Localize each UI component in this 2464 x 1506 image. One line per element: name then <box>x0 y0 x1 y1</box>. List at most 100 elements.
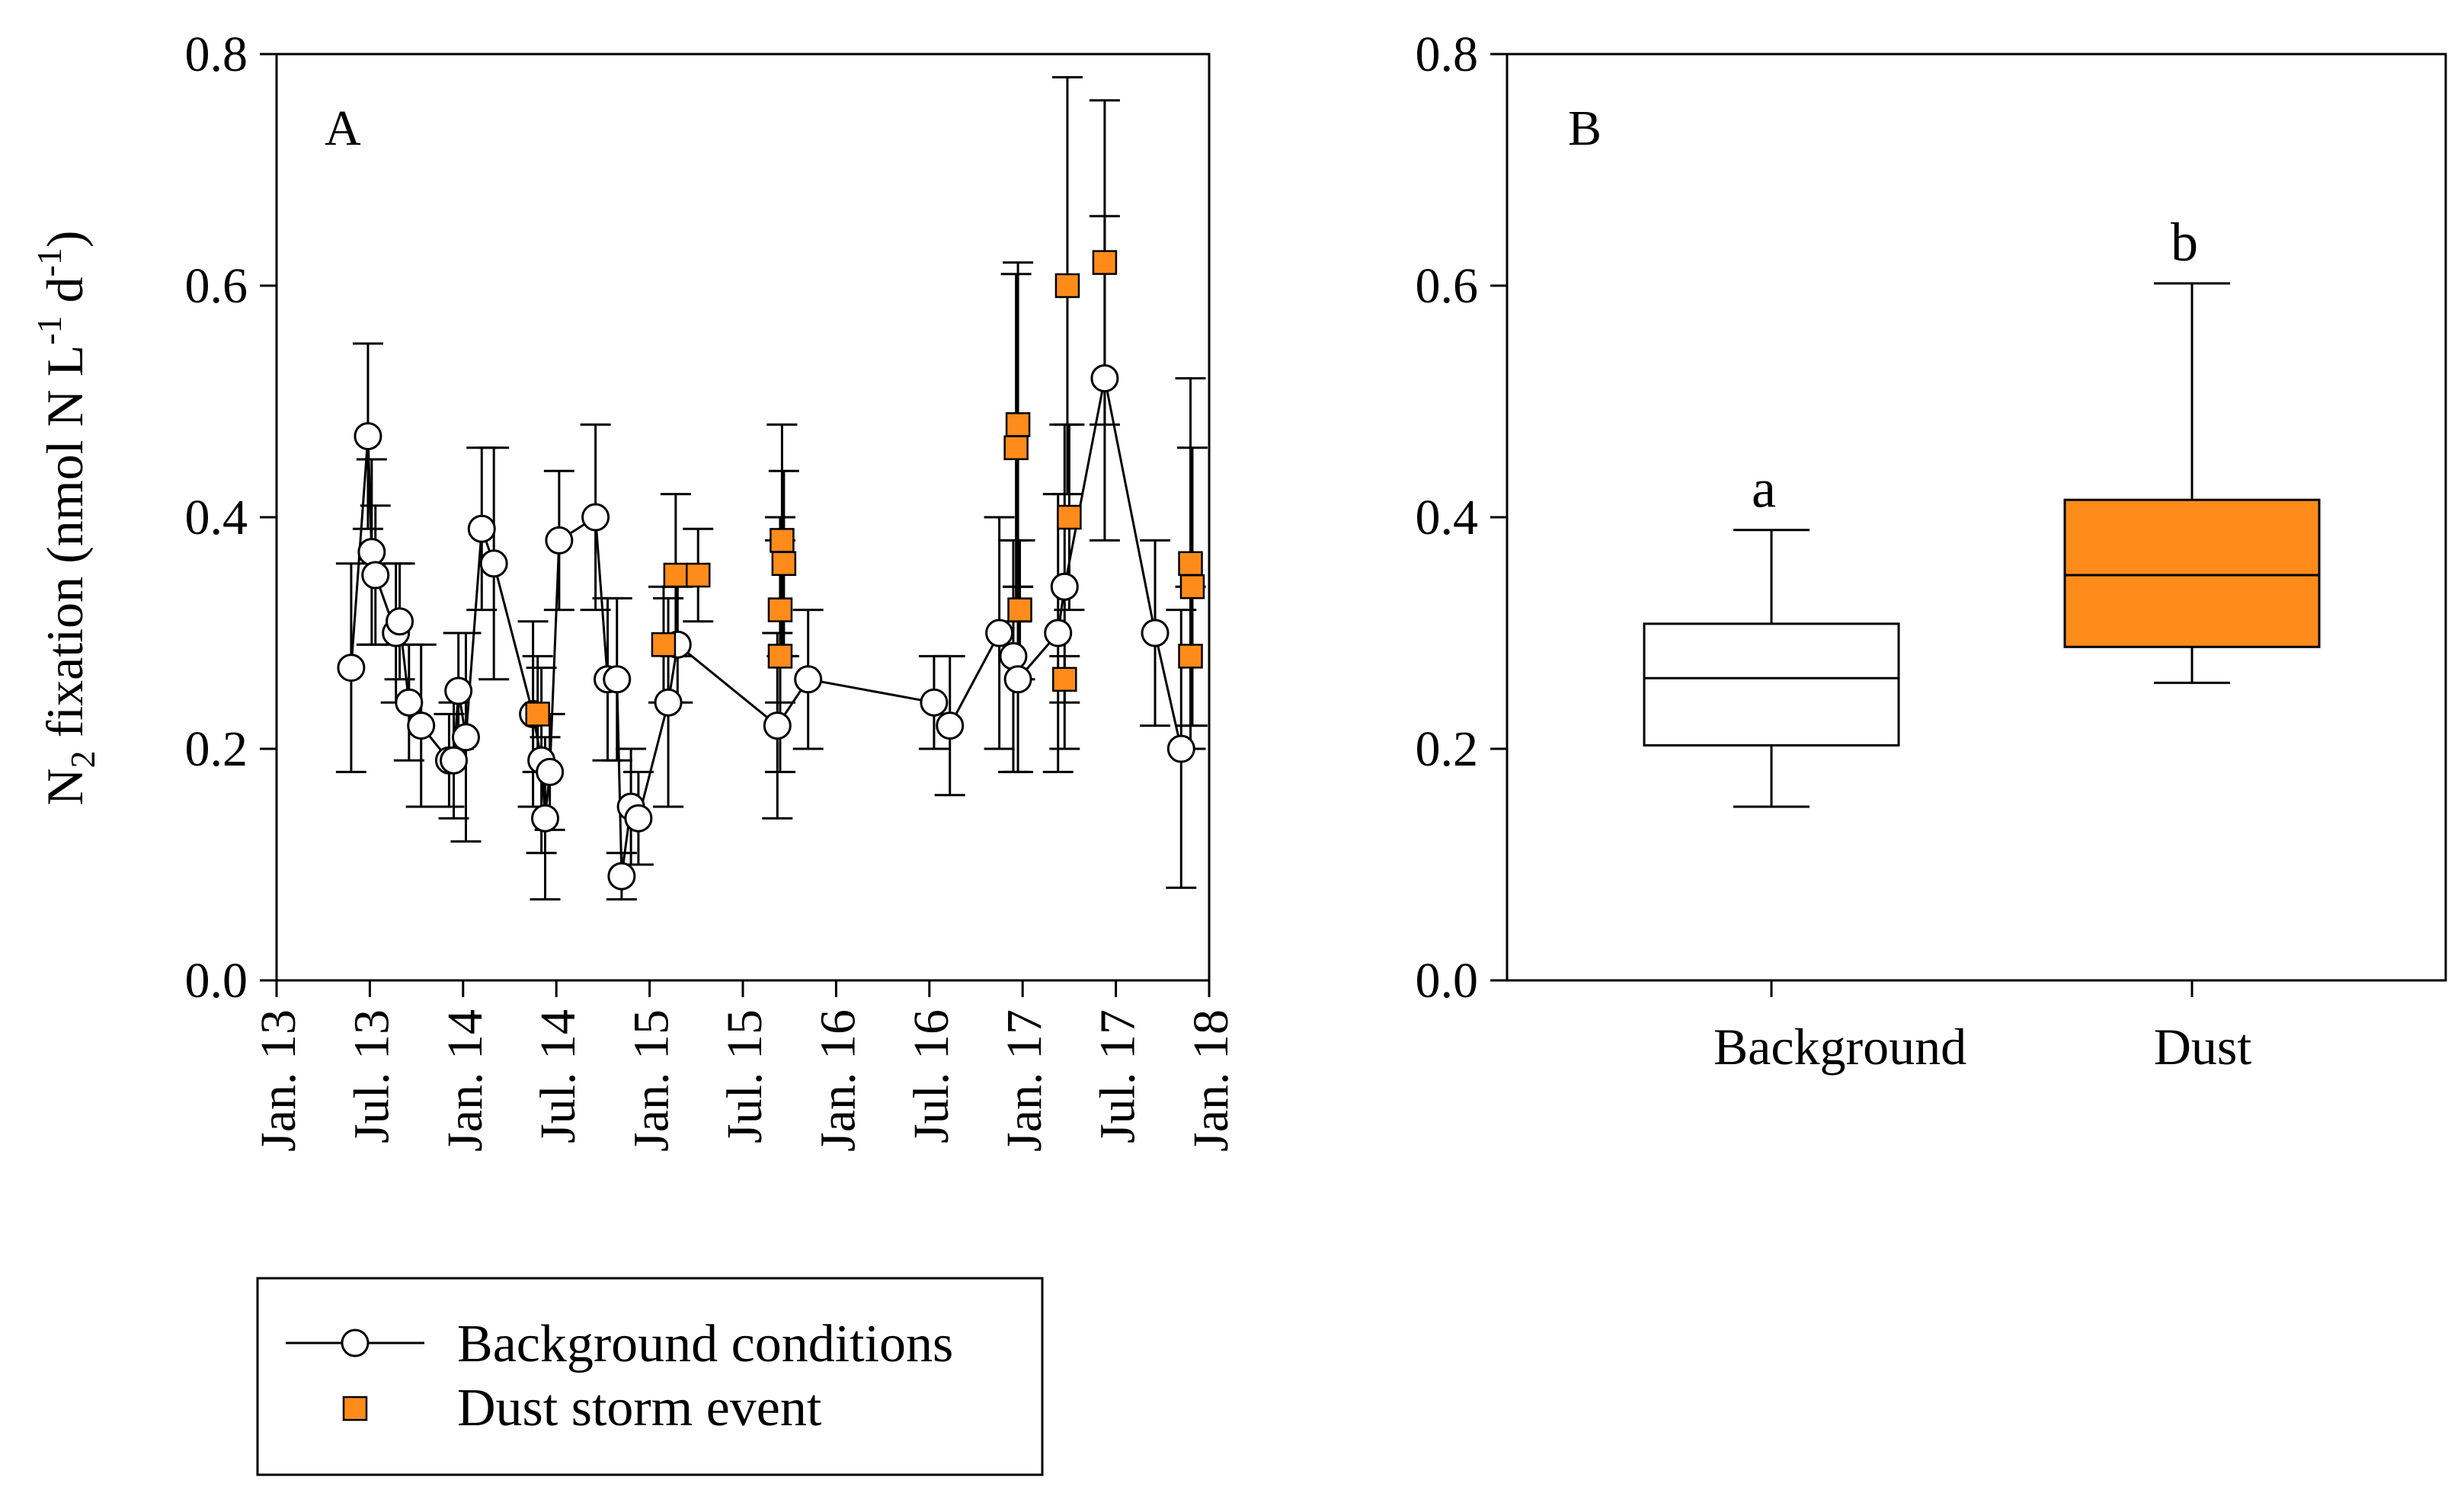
x-tick-label: Jul. 16 <box>904 1009 959 1143</box>
error-bars <box>335 75 1208 901</box>
background-point <box>361 561 390 590</box>
panel-b-x-axis: Background Dust <box>1714 980 2252 1076</box>
y-title-prefix: N <box>36 768 94 805</box>
box-iqr <box>2063 498 2321 648</box>
y-tick-label: 0.2 <box>1416 721 1479 777</box>
dust-point <box>767 644 793 669</box>
background-point <box>444 676 473 705</box>
significance-letter: a <box>1752 459 1776 520</box>
x-tick-label: Jan. 13 <box>251 1009 306 1152</box>
background-point <box>999 641 1028 670</box>
background-point <box>337 654 366 683</box>
legend-label-background: Background conditions <box>457 1315 953 1373</box>
background-point <box>654 688 683 717</box>
dust-point <box>685 562 711 588</box>
background-point <box>531 804 560 833</box>
legend-item-background: Background conditions <box>286 1315 953 1373</box>
markers <box>337 250 1205 890</box>
dust-point <box>767 597 793 622</box>
background-point <box>603 665 632 694</box>
dust-point <box>1054 273 1080 299</box>
dust-point <box>1005 412 1031 437</box>
dust-point <box>1057 504 1082 530</box>
background-point <box>624 804 653 833</box>
panel-a-y-axis-title: N2 fixation (nmol N L-1 d-1) <box>30 231 102 806</box>
background-point <box>581 503 610 532</box>
dust-point <box>1052 667 1077 692</box>
dust-point <box>663 562 689 588</box>
x-tick-label: Jan. 15 <box>624 1009 680 1152</box>
x-tick-label: Jul. 13 <box>344 1009 399 1143</box>
dust-point <box>1179 574 1205 600</box>
y-tick-label: 0.4 <box>185 490 248 545</box>
y-title-mid2: d <box>36 277 94 315</box>
y-tick-label: 0.2 <box>185 721 248 777</box>
dust-point <box>1007 597 1032 622</box>
background-point <box>985 619 1014 647</box>
background-point <box>1141 619 1170 647</box>
y-title-sup1: -1 <box>30 315 69 344</box>
dust-point <box>1178 644 1203 669</box>
x-tick-label: Jan. 17 <box>997 1009 1052 1152</box>
legend-square-symbol <box>342 1396 368 1421</box>
dust-point <box>525 702 550 727</box>
background-point <box>1166 734 1195 763</box>
y-tick-label: 0.6 <box>1416 258 1479 314</box>
category-label: Dust <box>2154 1018 2252 1076</box>
y-title-sup2: -1 <box>30 248 69 277</box>
dust-point <box>651 631 677 657</box>
y-title-mid: fixation (nmol N L <box>36 345 94 751</box>
category-label: Background <box>1714 1018 1966 1076</box>
box-plots: ab <box>1643 212 2321 808</box>
dust-point <box>771 551 797 577</box>
background-point <box>545 526 574 555</box>
y-tick-label: 0.0 <box>1416 953 1479 1009</box>
background-point <box>1090 364 1119 393</box>
background-point <box>357 538 386 567</box>
x-tick-label: Jul. 15 <box>717 1009 773 1143</box>
y-title-sub: 2 <box>63 750 102 768</box>
legend: Background conditions Dust storm event <box>256 1277 1044 1476</box>
y-tick-label: 0.8 <box>185 27 248 82</box>
x-tick-label: Jul. 14 <box>530 1009 586 1143</box>
box-iqr <box>1643 622 1900 747</box>
background-point <box>763 711 792 740</box>
background-point <box>451 723 480 752</box>
panel-a-y-axis: 0.0 0.2 0.4 0.6 0.8 <box>185 27 277 1009</box>
significance-letter: b <box>2171 212 2198 273</box>
background-point <box>467 514 496 543</box>
legend-circle-symbol <box>341 1329 370 1357</box>
background-point <box>395 688 424 717</box>
box-background: a <box>1643 459 1900 808</box>
y-tick-label: 0.8 <box>1416 27 1479 82</box>
dust-point <box>1092 250 1118 275</box>
background-point <box>794 665 823 694</box>
background-point <box>407 711 436 740</box>
y-tick-label: 0.6 <box>185 258 248 314</box>
panel-a: 0.0 0.2 0.4 0.6 0.8 Jan. 13 Jul. 13 Jan. 14 Jul… <box>30 27 1239 1152</box>
background-point <box>1003 665 1032 694</box>
y-tick-label: 0.4 <box>1416 490 1479 545</box>
legend-frame <box>256 1277 1044 1476</box>
panel-b: 0.00.20.40.60.8 Background Dust B ab <box>1416 27 2447 1076</box>
background-point <box>386 607 414 636</box>
box-dust: b <box>2063 212 2321 684</box>
legend-label-dust: Dust storm event <box>457 1379 822 1437</box>
background-point <box>1044 619 1073 647</box>
x-tick-label: Jan. 16 <box>810 1009 866 1152</box>
background-point <box>354 422 382 451</box>
y-title-suffix: ) <box>36 231 94 248</box>
dust-point <box>1003 435 1029 461</box>
panel-a-x-axis: Jan. 13 Jul. 13 Jan. 14 Jul. 14 Jan. 15 Jul. … <box>251 980 1239 1152</box>
panel-b-y-axis: 0.0 0.2 0.4 0.6 0.8 <box>1416 27 1507 1009</box>
background-point <box>479 549 508 578</box>
background-point <box>920 688 949 717</box>
x-tick-label: Jul. 17 <box>1090 1009 1146 1143</box>
dust-point <box>770 528 795 553</box>
background-point <box>440 746 469 775</box>
panel-b-label: B <box>1568 101 1602 156</box>
legend-item-dust: Dust storm event <box>342 1379 822 1437</box>
x-tick-label: Jan. 18 <box>1183 1009 1239 1152</box>
background-point <box>1050 572 1079 601</box>
